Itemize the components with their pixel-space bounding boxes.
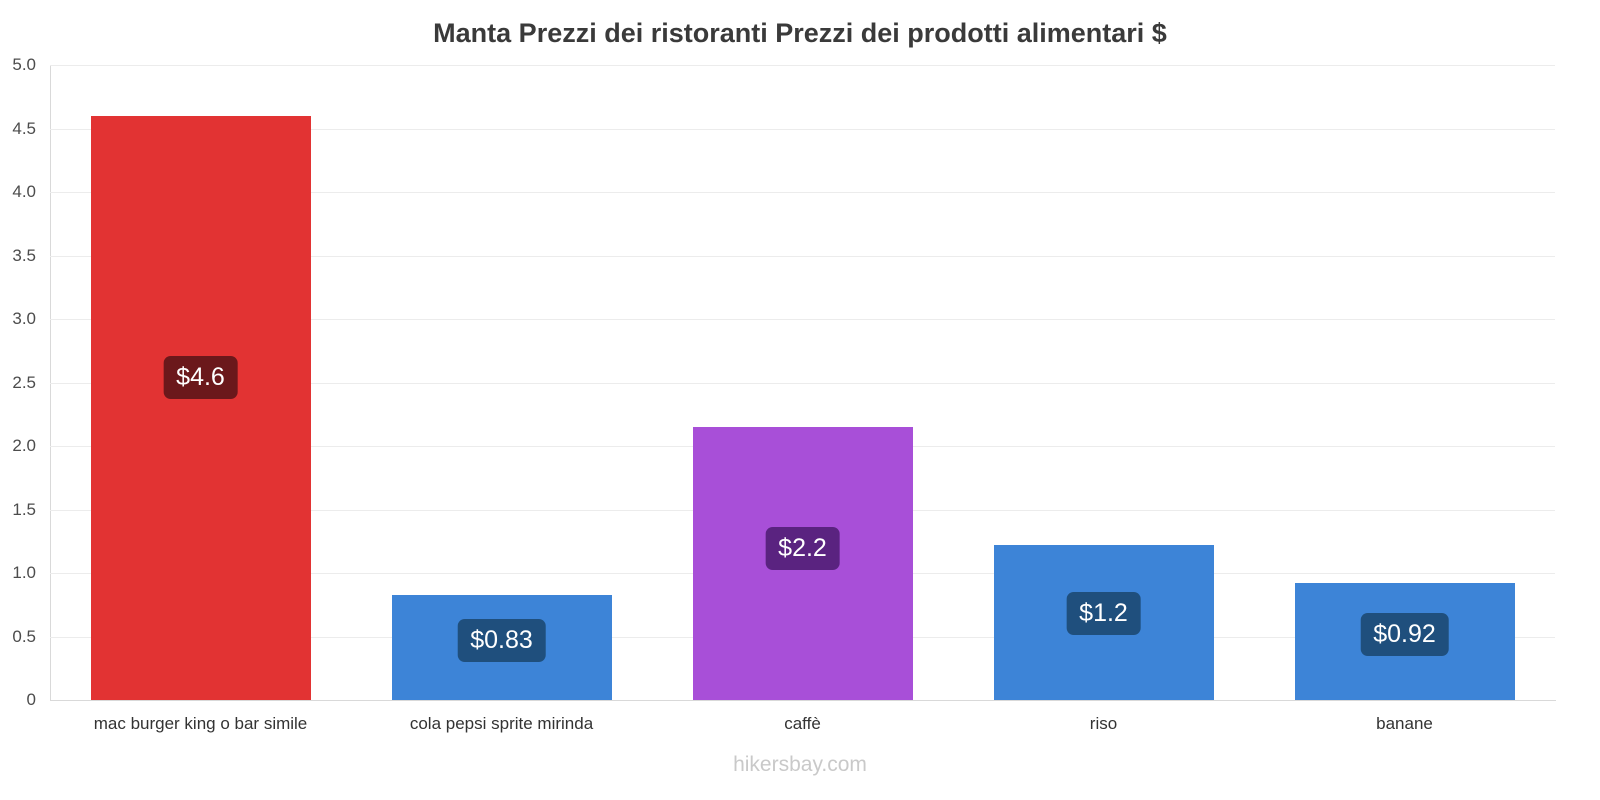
gridline — [50, 319, 1555, 320]
y-tick-label: 0 — [26, 690, 36, 709]
x-category-label: cola pepsi sprite mirinda — [409, 714, 594, 733]
bar: $1.2 — [993, 545, 1214, 700]
gridline — [50, 382, 1555, 384]
gridline — [50, 65, 1555, 66]
value-label: $1.2 — [1066, 591, 1141, 635]
y-tick-label: 4.0 — [12, 182, 36, 201]
gridline — [50, 255, 1555, 257]
y-tick-label: 2.0 — [12, 436, 36, 455]
y-tick-label: 4.5 — [12, 118, 36, 138]
value-label: $2.2 — [765, 526, 840, 570]
y-tick-label: 1.5 — [12, 499, 36, 519]
x-category-label: mac burger king o bar simile — [93, 714, 308, 733]
bar: $4.6 — [90, 115, 311, 700]
value-label: $4.6 — [163, 355, 238, 399]
x-axis-labels: mac burger king o bar simile cola pepsi s… — [50, 714, 1555, 740]
y-tick-label: 1.0 — [12, 563, 36, 582]
x-category-label: caffè — [784, 714, 821, 733]
bar: $0.83 — [391, 594, 612, 700]
x-category-label: riso — [1089, 714, 1118, 733]
chart-title: Manta Prezzi dei ristoranti Prezzi dei p… — [433, 18, 1167, 48]
value-label: $0.92 — [1360, 612, 1449, 656]
y-tick-label: 2.5 — [12, 372, 36, 392]
x-axis-line — [50, 700, 1556, 701]
y-tick-label: 5.0 — [12, 55, 36, 74]
y-tick-label: 3.5 — [12, 245, 36, 265]
gridline — [50, 128, 1555, 130]
bar: $0.92 — [1294, 583, 1515, 700]
y-axis-labels: 0 0.5 1.0 1.5 2.0 2.5 3.0 3.5 4.0 4.5 5.0 — [0, 55, 42, 709]
x-category-label: banane — [1376, 714, 1433, 733]
y-tick-label: 0.5 — [12, 626, 36, 646]
gridline — [50, 192, 1555, 193]
bar: $2.2 — [692, 426, 913, 700]
footer-watermark: hikersbay.com — [733, 753, 867, 776]
value-label: $0.83 — [457, 619, 546, 662]
bars-layer: $4.6 $0.83 $2.2 $1.2 $0.92 — [50, 65, 1555, 700]
y-tick-label: 3.0 — [12, 309, 36, 328]
plot-area: $4.6 $0.83 $2.2 $1.2 $0.92 — [50, 65, 1555, 700]
